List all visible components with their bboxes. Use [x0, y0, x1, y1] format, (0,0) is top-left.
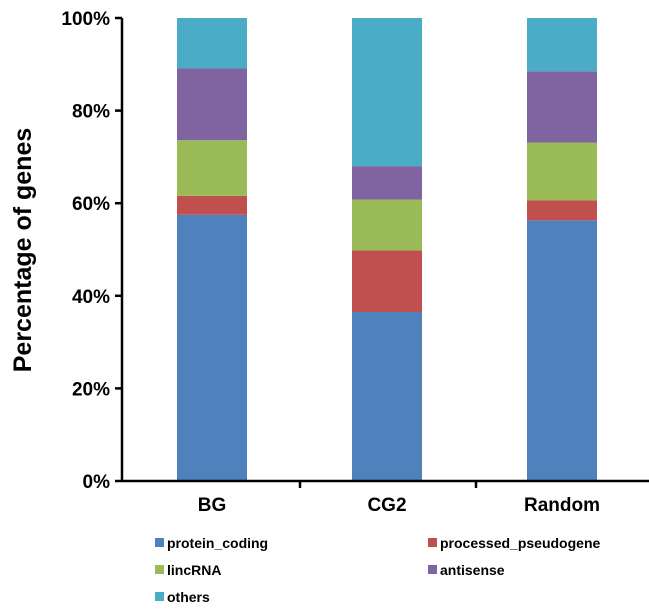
legend-label: protein_coding: [167, 535, 268, 551]
legend: protein_coding processed_pseudogene lincRN…: [155, 535, 600, 605]
y-tick-label: 20%: [72, 379, 110, 400]
legend-swatch: [155, 565, 164, 574]
legend-swatch: [428, 565, 437, 574]
bar-random-processed-pseudogene: [527, 200, 597, 221]
x-category-labels: BG CG2 Random: [198, 495, 600, 516]
bar-cg2-protein-coding: [352, 312, 422, 481]
y-tick-labels: 0% 20% 40% 60% 80% 100%: [61, 9, 110, 493]
y-tick-label: 100%: [61, 9, 110, 30]
legend-label: lincRNA: [167, 562, 221, 578]
legend-swatch: [155, 592, 164, 601]
legend-swatch: [155, 538, 164, 547]
bar-cg2-processed-pseudogene: [352, 250, 422, 313]
y-tick-label: 40%: [72, 287, 110, 308]
bar-bg-others: [177, 18, 247, 69]
bar-cg2-antisense: [352, 166, 422, 200]
x-category-label: CG2: [367, 495, 406, 516]
legend-item-antisense: antisense: [428, 562, 505, 578]
legend-item-processed-pseudogene: processed_pseudogene: [428, 535, 600, 551]
y-axis-label: Percentage of genes: [9, 128, 37, 373]
legend-item-others: others: [155, 589, 210, 605]
bar-bg-processed-pseudogene: [177, 195, 247, 215]
y-tick-label: 60%: [72, 194, 110, 215]
legend-label: antisense: [440, 562, 505, 578]
bar-random-lincRNA: [527, 142, 597, 201]
x-category-label: BG: [198, 495, 227, 516]
y-tick-label: 0%: [83, 472, 111, 493]
legend-label: others: [167, 589, 210, 605]
bar-bg-protein-coding: [177, 214, 247, 481]
legend-item-lincRNA: lincRNA: [155, 562, 221, 578]
legend-item-protein-coding: protein_coding: [155, 535, 268, 551]
bar-random-protein-coding: [527, 220, 597, 481]
bar-cg2-others: [352, 18, 422, 167]
axes: [115, 16, 649, 488]
bar-bg-lincRNA: [177, 140, 247, 196]
x-category-label: Random: [524, 495, 600, 516]
bar-random-others: [527, 18, 597, 72]
bar-cg2-lincRNA: [352, 199, 422, 251]
bar-segments: [177, 18, 597, 481]
legend-swatch: [428, 538, 437, 547]
bar-random-antisense: [527, 71, 597, 143]
y-tick-label: 80%: [72, 102, 110, 123]
bar-bg-antisense: [177, 68, 247, 141]
legend-label: processed_pseudogene: [440, 535, 600, 551]
